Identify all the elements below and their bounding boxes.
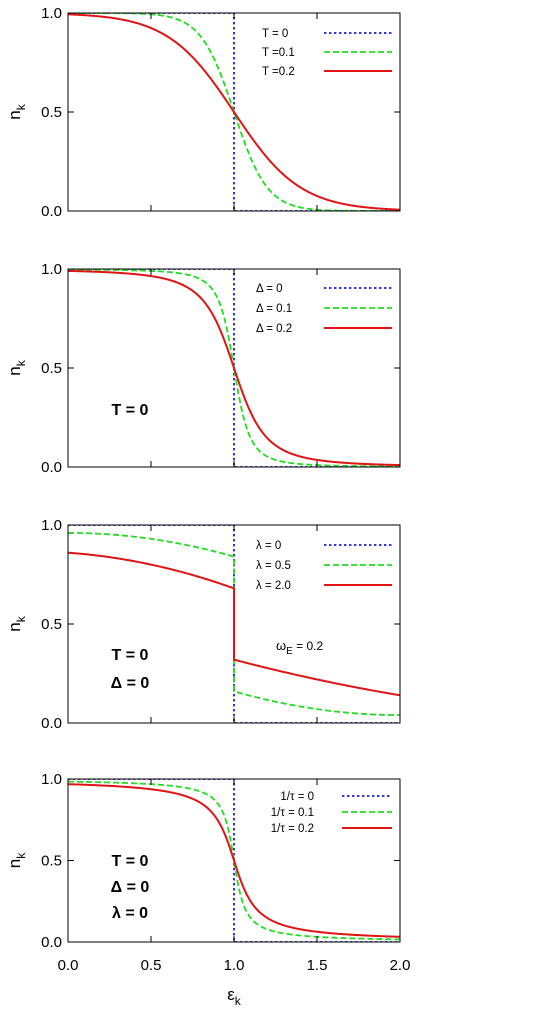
annotation: T = 0	[112, 402, 149, 419]
series-line-3	[68, 551, 400, 697]
legend-label: T =0.1	[262, 47, 295, 59]
y-axis-label: nk	[5, 359, 28, 375]
y-tick-label: 1.0	[41, 517, 62, 534]
annotation: Δ = 0	[111, 675, 150, 692]
x-tick-label: 0.5	[141, 957, 162, 974]
annotation: Δ = 0	[111, 879, 150, 896]
series-group	[68, 779, 400, 942]
series-line-3	[68, 269, 400, 467]
side-note-value: = 0.2	[293, 639, 324, 653]
side-note: ωE = 0.2	[276, 638, 324, 657]
y-tick-label: 0.0	[41, 715, 62, 732]
series-line-3	[68, 13, 400, 211]
y-tick-label: 0.5	[41, 616, 62, 633]
x-tick-label: 2.0	[390, 957, 411, 974]
annotation: T = 0	[112, 647, 149, 664]
y-tick-label: 1.0	[41, 5, 62, 22]
y-axis-label: nk	[5, 103, 28, 119]
series-line-2	[68, 780, 400, 941]
y-axis-label: nk	[5, 852, 28, 868]
y-axis-label-sub: k	[14, 103, 28, 110]
side-note-symbol: ω	[276, 638, 286, 653]
y-axis-label-sub: k	[14, 852, 28, 859]
series-group	[68, 269, 400, 467]
legend-label: Δ = 0.2	[256, 323, 292, 335]
panel-3: 0.0 0.5 1.0 nk λ = 0 λ = 0.5 λ = 2.0 T = 0 Δ = 0…	[5, 517, 401, 732]
legend-label: Δ = 0	[256, 283, 283, 295]
panel-1: 0.0 0.5 1.0 nk T = 0 T =0.1 T =0.2	[5, 5, 401, 220]
y-tick-label: 0.0	[41, 934, 62, 951]
legend-label: T =0.2	[262, 66, 295, 78]
series-line-3	[68, 783, 400, 938]
legend-label: λ = 0.5	[256, 560, 291, 572]
y-tick-label: 1.0	[41, 771, 62, 788]
legend-label: 1/τ = 0.1	[271, 807, 314, 819]
y-axis-label-main: n	[5, 622, 24, 631]
y-tick-label: 0.5	[41, 104, 62, 121]
annotation: T = 0	[112, 853, 149, 870]
y-axis-label-main: n	[5, 366, 24, 375]
panel-2: 0.0 0.5 1.0 nk Δ = 0 Δ = 0.1 Δ = 0.2 T = 0	[5, 261, 401, 476]
x-axis-label-main: ε	[227, 985, 235, 1004]
legend-label: T = 0	[262, 28, 288, 40]
legend-label: λ = 2.0	[256, 580, 291, 592]
x-axis-label: εk	[227, 985, 242, 1008]
series-group	[68, 13, 400, 211]
y-axis-label-main: n	[5, 859, 24, 868]
y-tick-label: 0.5	[41, 360, 62, 377]
y-axis-label-sub: k	[14, 615, 28, 622]
y-tick-label: 0.5	[41, 853, 62, 870]
y-tick-label: 0.0	[41, 203, 62, 220]
series-line-2	[68, 269, 400, 467]
legend-label: 1/τ = 0	[280, 791, 314, 803]
legend-label: Δ = 0.1	[256, 303, 292, 315]
annotation: λ = 0	[112, 905, 148, 922]
side-note-sub: E	[286, 646, 293, 657]
x-tick-label: 1.0	[224, 957, 245, 974]
legend-label: λ = 0	[256, 540, 281, 552]
y-axis-label-sub: k	[14, 359, 28, 366]
series-group	[68, 525, 400, 723]
y-tick-label: 1.0	[41, 261, 62, 278]
x-axis-label-sub: k	[235, 994, 242, 1008]
x-tick-label: 0.0	[58, 957, 79, 974]
y-tick-label: 0.0	[41, 459, 62, 476]
legend-label: 1/τ = 0.2	[271, 823, 314, 835]
y-axis-label-main: n	[5, 110, 24, 119]
y-axis-label: nk	[5, 615, 28, 631]
x-tick-label: 1.5	[307, 957, 328, 974]
